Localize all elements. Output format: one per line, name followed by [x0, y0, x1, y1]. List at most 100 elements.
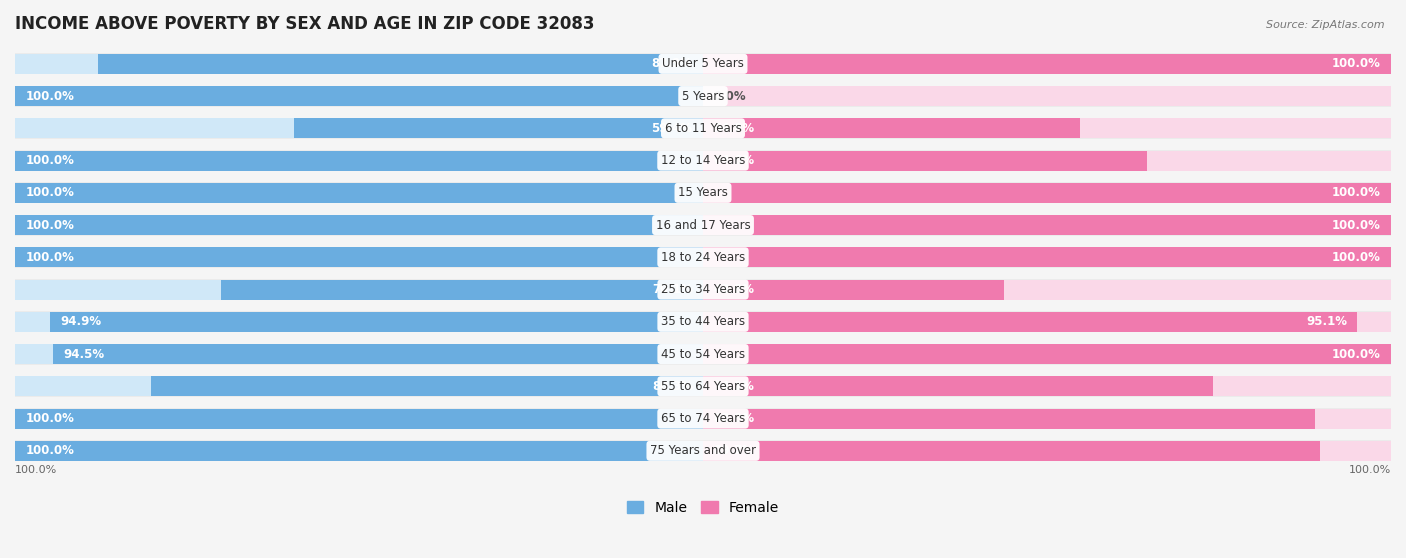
Bar	[703, 344, 1391, 364]
Text: 0.0%: 0.0%	[713, 90, 747, 103]
Bar	[703, 86, 1391, 106]
Bar	[703, 408, 1315, 429]
Bar	[15, 247, 1391, 268]
Bar	[703, 247, 1391, 267]
Bar	[703, 376, 1213, 396]
Bar	[703, 344, 1391, 364]
Text: 45 to 54 Years: 45 to 54 Years	[661, 348, 745, 360]
Text: 5 Years: 5 Years	[682, 90, 724, 103]
Text: 54.8%: 54.8%	[713, 122, 755, 135]
Bar	[15, 376, 703, 396]
Text: 15 Years: 15 Years	[678, 186, 728, 199]
Bar	[703, 183, 1391, 203]
Text: 25 to 34 Years: 25 to 34 Years	[661, 283, 745, 296]
Text: 12 to 14 Years: 12 to 14 Years	[661, 154, 745, 167]
Bar	[15, 182, 1391, 203]
Text: 89.7%: 89.7%	[713, 444, 755, 458]
Text: 88.9%: 88.9%	[713, 412, 755, 425]
Bar	[703, 280, 1391, 300]
Bar	[15, 215, 703, 235]
Bar	[15, 215, 703, 235]
Text: 100.0%: 100.0%	[1331, 251, 1381, 264]
Bar	[703, 247, 1391, 267]
Bar	[703, 215, 1391, 235]
Bar	[703, 151, 1147, 171]
Bar	[15, 183, 703, 203]
Text: 100.0%: 100.0%	[25, 219, 75, 232]
Bar	[15, 344, 1391, 364]
Bar	[703, 441, 1320, 461]
Bar	[150, 376, 703, 396]
Bar	[221, 280, 703, 300]
Bar	[703, 215, 1391, 235]
Bar	[15, 215, 1391, 235]
Text: 100.0%: 100.0%	[25, 444, 75, 458]
Bar	[15, 86, 703, 106]
Text: INCOME ABOVE POVERTY BY SEX AND AGE IN ZIP CODE 32083: INCOME ABOVE POVERTY BY SEX AND AGE IN Z…	[15, 15, 595, 33]
Bar	[15, 54, 1391, 74]
Text: 100.0%: 100.0%	[1331, 57, 1381, 70]
Bar	[15, 118, 703, 138]
Text: 65 to 74 Years: 65 to 74 Years	[661, 412, 745, 425]
Text: 100.0%: 100.0%	[1331, 348, 1381, 360]
Text: 100.0%: 100.0%	[1348, 465, 1391, 475]
Text: 74.1%: 74.1%	[713, 380, 754, 393]
Bar	[703, 118, 1391, 138]
Bar	[703, 312, 1391, 332]
Text: 95.1%: 95.1%	[1306, 315, 1347, 328]
Bar	[15, 85, 1391, 107]
Text: 100.0%: 100.0%	[25, 154, 75, 167]
Text: 87.9%: 87.9%	[651, 57, 693, 70]
Bar	[15, 183, 703, 203]
Bar	[703, 376, 1391, 396]
Bar	[15, 441, 703, 461]
Text: Under 5 Years: Under 5 Years	[662, 57, 744, 70]
Bar	[15, 408, 703, 429]
Text: 59.4%: 59.4%	[651, 122, 693, 135]
Bar	[15, 247, 703, 267]
Bar	[294, 118, 703, 138]
Text: 55 to 64 Years: 55 to 64 Years	[661, 380, 745, 393]
Text: 100.0%: 100.0%	[1331, 186, 1381, 199]
Bar	[53, 344, 703, 364]
Bar	[703, 312, 1357, 332]
Text: 100.0%: 100.0%	[25, 90, 75, 103]
Bar	[15, 408, 703, 429]
Text: 35 to 44 Years: 35 to 44 Years	[661, 315, 745, 328]
Bar	[15, 118, 1391, 139]
Text: 80.3%: 80.3%	[652, 380, 693, 393]
Text: Source: ZipAtlas.com: Source: ZipAtlas.com	[1267, 20, 1385, 30]
Bar	[15, 441, 703, 461]
Bar	[98, 54, 703, 74]
Bar	[703, 441, 1391, 461]
Bar	[15, 408, 1391, 429]
Text: 18 to 24 Years: 18 to 24 Years	[661, 251, 745, 264]
Text: 100.0%: 100.0%	[15, 465, 58, 475]
Text: 75 Years and over: 75 Years and over	[650, 444, 756, 458]
Bar	[51, 312, 703, 332]
Bar	[15, 151, 703, 171]
Bar	[15, 440, 1391, 461]
Bar	[703, 183, 1391, 203]
Bar	[703, 151, 1391, 171]
Text: 94.9%: 94.9%	[60, 315, 101, 328]
Text: 100.0%: 100.0%	[25, 412, 75, 425]
Text: 100.0%: 100.0%	[1331, 219, 1381, 232]
Text: 43.8%: 43.8%	[713, 283, 755, 296]
Bar	[703, 54, 1391, 74]
Bar	[15, 54, 703, 74]
Bar	[15, 311, 1391, 333]
Text: 16 and 17 Years: 16 and 17 Years	[655, 219, 751, 232]
Bar	[15, 280, 703, 300]
Bar	[703, 280, 1004, 300]
Bar	[703, 54, 1391, 74]
Bar	[703, 408, 1391, 429]
Bar	[15, 279, 1391, 300]
Bar	[15, 344, 703, 364]
Bar	[703, 118, 1080, 138]
Text: 94.5%: 94.5%	[63, 348, 104, 360]
Legend: Male, Female: Male, Female	[621, 496, 785, 521]
Bar	[15, 151, 703, 171]
Text: 70.1%: 70.1%	[652, 283, 693, 296]
Bar	[15, 376, 1391, 397]
